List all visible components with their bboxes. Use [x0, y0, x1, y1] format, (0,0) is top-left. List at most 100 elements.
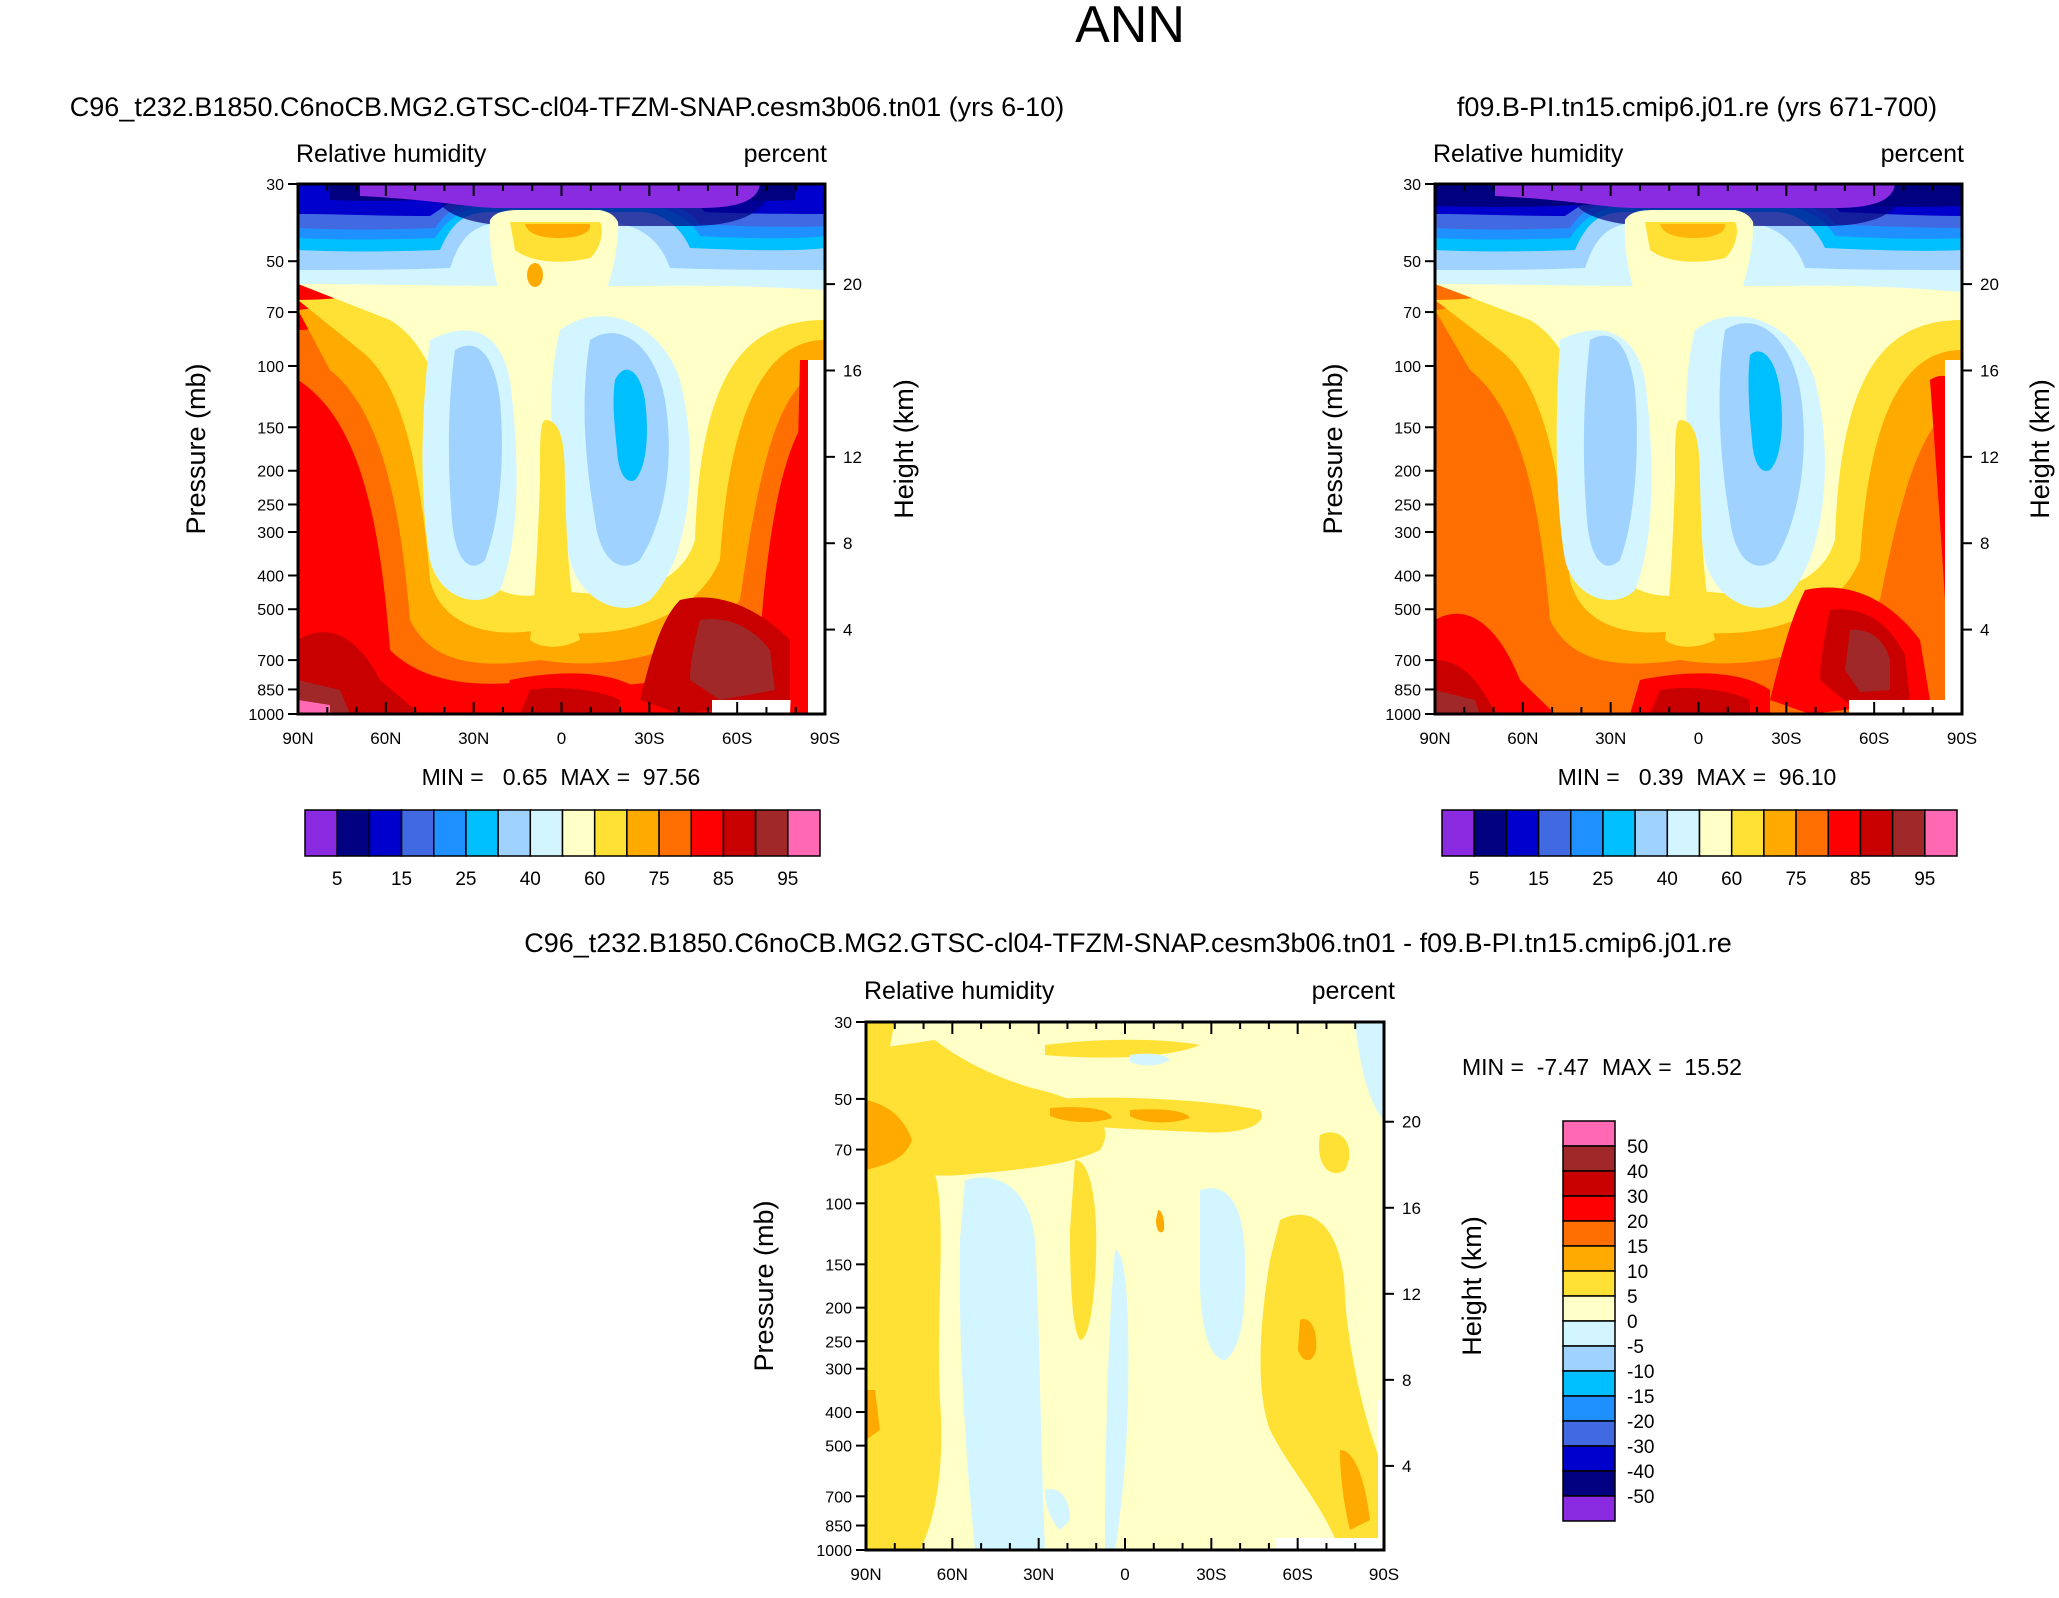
pressure-tick-label: 150 [825, 1257, 852, 1274]
colorbar-swatch [1562, 1395, 1616, 1422]
panel-3-variable: Relative humidity [864, 977, 1055, 1005]
colorbar-label: 95 [777, 869, 798, 890]
pressure-tick-label: 500 [1394, 602, 1421, 619]
lat-tick-label: 0 [557, 729, 566, 748]
height-tick-label: 4 [843, 621, 852, 640]
pressure-tick-label: 200 [257, 464, 284, 481]
lat-tick-label: 90N [1419, 729, 1450, 748]
panel-1-ylabel: Pressure (mb) [181, 363, 211, 534]
colorbar-swatch [433, 809, 467, 857]
colorbar-swatch [1562, 1220, 1616, 1247]
figure-title: ANN [1075, 0, 1185, 54]
colorbar-label: 0 [1627, 1312, 1638, 1333]
lat-tick-label: 60N [1507, 729, 1538, 748]
colorbar-swatch [529, 809, 564, 857]
colorbar-label: -10 [1627, 1362, 1654, 1383]
colorbar-swatch [1562, 1120, 1616, 1147]
panel-1: C96_t232.B1850.C6noCB.MG2.GTSC-cl04-TFZM… [70, 92, 1064, 890]
colorbar-label: 85 [713, 869, 734, 890]
pressure-tick-label: 100 [257, 359, 284, 376]
pressure-tick-label: 200 [1394, 464, 1421, 481]
colorbar-label: 75 [648, 869, 669, 890]
pressure-tick-label: 70 [266, 305, 284, 322]
colorbar-swatch [1562, 1195, 1616, 1222]
colorbar-swatch [787, 809, 821, 857]
panel-1-y2label: Height (km) [889, 379, 919, 519]
pressure-tick-label: 850 [825, 1519, 852, 1536]
colorbar-label: 5 [1469, 869, 1480, 890]
panel-1-stats: MIN = 0.65 MAX = 97.56 [422, 764, 701, 790]
panel-1-title: C96_t232.B1850.C6noCB.MG2.GTSC-cl04-TFZM… [70, 92, 1064, 122]
colorbar-label: 40 [520, 869, 541, 890]
colorbar-label: -5 [1627, 1337, 1644, 1358]
colorbar-swatch [1562, 1370, 1616, 1397]
colorbar-label: 10 [1627, 1262, 1648, 1283]
pressure-tick-label: 30 [834, 1015, 852, 1032]
colorbar-swatch [1562, 1245, 1616, 1272]
panel-3-units: percent [1312, 977, 1395, 1005]
lat-tick-label: 30N [1023, 1565, 1054, 1584]
colorbar-swatch [1562, 1345, 1616, 1372]
pressure-tick-label: 300 [825, 1362, 852, 1379]
colorbar-label: 25 [455, 869, 476, 890]
lat-tick-label: 60N [370, 729, 401, 748]
height-tick-label: 4 [1402, 1457, 1411, 1476]
colorbar-label: -15 [1627, 1387, 1654, 1408]
pressure-tick-label: 1000 [248, 707, 284, 724]
colorbar-swatch [1730, 809, 1765, 857]
panel-3: C96_t232.B1850.C6noCB.MG2.GTSC-cl04-TFZM… [524, 928, 1742, 1584]
pressure-tick-label: 200 [825, 1301, 852, 1318]
colorbar-swatch [1795, 809, 1829, 857]
colorbar-label: 95 [1914, 869, 1935, 890]
colorbar-swatch [1473, 809, 1508, 857]
colorbar-label: 75 [1785, 869, 1806, 890]
colorbar-swatch [658, 809, 692, 857]
colorbar-swatch [722, 809, 757, 857]
height-tick-label: 16 [1402, 1199, 1421, 1218]
height-tick-label: 20 [843, 275, 862, 294]
lat-tick-label: 90N [282, 729, 313, 748]
panel-1-units: percent [744, 140, 827, 168]
panel-3-contour-field [866, 1022, 1384, 1550]
panel-2: f09.B-PI.tn15.cmip6.j01.re (yrs 671-700)… [1318, 92, 2055, 890]
panel-2-contour-field [1435, 184, 1962, 714]
colorbar-swatch [1924, 809, 1958, 857]
pressure-tick-label: 50 [266, 254, 284, 271]
colorbar-label: -40 [1627, 1462, 1654, 1483]
colorbar-label: 5 [1627, 1287, 1638, 1308]
panel-2-stats: MIN = 0.39 MAX = 96.10 [1558, 764, 1837, 790]
pressure-tick-label: 300 [1394, 525, 1421, 542]
pressure-tick-label: 100 [1394, 359, 1421, 376]
lat-tick-label: 30N [458, 729, 489, 748]
panel-2-y2label: Height (km) [2025, 379, 2055, 519]
height-tick-label: 8 [1402, 1371, 1411, 1390]
colorbar-swatch [1562, 1145, 1616, 1172]
pressure-tick-label: 250 [825, 1334, 852, 1351]
colorbar-swatch [1562, 1495, 1616, 1522]
colorbar-swatch [1562, 1445, 1616, 1472]
panel-1-colorbar: 5 15 25 40 60 75 85 95 [304, 809, 821, 890]
colorbar-swatch [1570, 809, 1604, 857]
pressure-tick-label: 30 [1403, 177, 1421, 194]
pressure-tick-label: 50 [1403, 254, 1421, 271]
pressure-tick-label: 1000 [816, 1543, 852, 1560]
panel-2-title: f09.B-PI.tn15.cmip6.j01.re (yrs 671-700) [1457, 92, 1937, 122]
pressure-tick-label: 400 [825, 1405, 852, 1422]
lat-tick-label: 90S [810, 729, 840, 748]
pressure-tick-label: 250 [257, 497, 284, 514]
pressure-tick-label: 700 [825, 1489, 852, 1506]
colorbar-swatch [304, 809, 338, 857]
colorbar-swatch [1763, 809, 1797, 857]
lat-tick-label: 60N [937, 1565, 968, 1584]
colorbar-swatch [690, 809, 725, 857]
colorbar-label: 25 [1592, 869, 1613, 890]
colorbar-swatch [1827, 809, 1862, 857]
panel-1-contour-field [298, 184, 825, 714]
panel-1-variable: Relative humidity [296, 140, 487, 168]
lat-tick-label: 90S [1369, 1565, 1399, 1584]
pressure-tick-label: 850 [257, 682, 284, 699]
colorbar-swatch [1562, 1470, 1616, 1497]
colorbar-label: 15 [1627, 1237, 1648, 1258]
height-tick-label: 20 [1402, 1113, 1421, 1132]
colorbar-swatch [626, 809, 660, 857]
